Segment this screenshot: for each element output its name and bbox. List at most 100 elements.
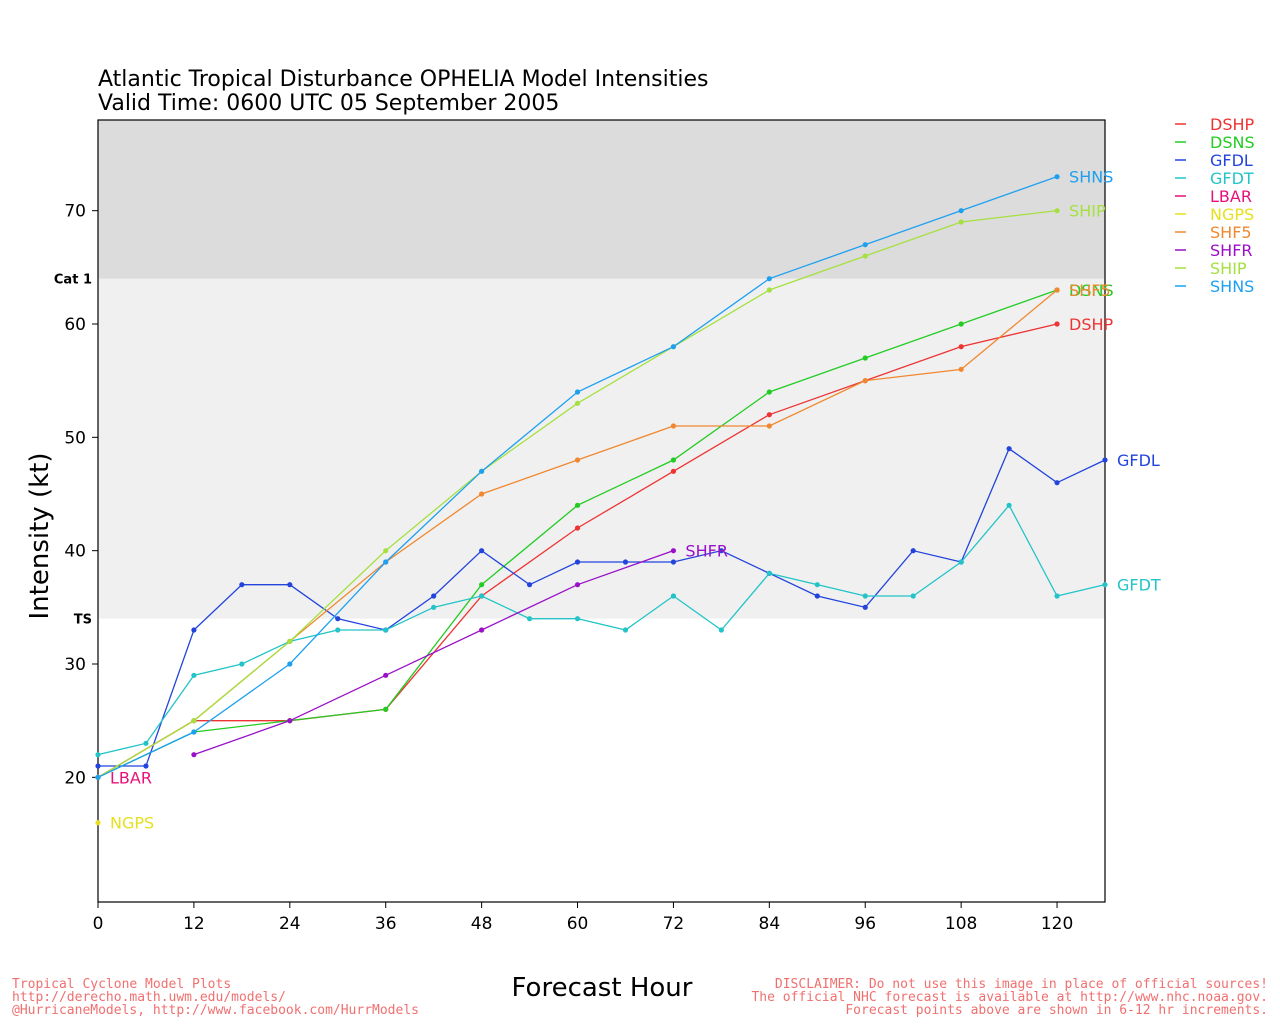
y-tick-label: 30 <box>64 655 86 675</box>
data-point-dshp <box>1054 321 1060 327</box>
data-point-gfdt <box>670 593 677 599</box>
legend-entry-shfr: SHFR <box>1210 241 1253 260</box>
data-point-shf5 <box>958 366 964 372</box>
plot-frame <box>97 119 1106 903</box>
series-lines <box>95 174 1108 826</box>
data-point-shfr <box>574 582 581 588</box>
data-point-gfdt <box>191 672 197 678</box>
data-point-shns <box>670 344 677 350</box>
data-point-ship <box>1054 208 1060 214</box>
x-tick-label: 84 <box>759 914 781 934</box>
legend-entry-shns: SHNS <box>1210 277 1254 296</box>
data-point-ngps <box>95 820 101 826</box>
legend-entry-gfdt: GFDT <box>1210 169 1254 188</box>
x-tick-label: 120 <box>1041 914 1073 934</box>
y-tick-label: 70 <box>64 202 86 222</box>
data-point-shfr <box>191 752 197 758</box>
end-label-dshp: DSHP <box>1069 315 1114 334</box>
data-point-gfdl <box>622 559 629 565</box>
legend-entry-lbar: LBAR <box>1210 187 1252 206</box>
data-point-shfr <box>287 718 293 724</box>
legend-entry-gfdl: GFDL <box>1210 151 1253 170</box>
data-point-gfdt <box>95 752 101 758</box>
series-line-gfdl <box>98 447 1106 767</box>
band-label-ts: TS <box>74 613 92 628</box>
data-point-gfdl <box>670 559 677 565</box>
x-tick-label: 108 <box>945 914 977 934</box>
data-point-shf5 <box>1054 287 1060 293</box>
chart-subtitle: Valid Time: 0600 UTC 05 September 2005 <box>98 91 559 116</box>
end-label-ngps: NGPS <box>110 814 154 833</box>
series-shns <box>95 174 1060 780</box>
data-point-gfdl <box>718 548 724 554</box>
data-point-ship <box>766 287 772 293</box>
data-point-gfdl <box>287 582 293 588</box>
data-point-gfdt <box>1054 593 1060 599</box>
footer-right-line1: DISCLAIMER: Do not use this image in pla… <box>775 977 1268 992</box>
data-point-shf5 <box>574 457 581 463</box>
end-label-gfdl: GFDL <box>1117 451 1160 470</box>
x-tick-label: 12 <box>183 914 205 934</box>
data-point-shns <box>1054 174 1060 180</box>
data-point-ship <box>287 638 293 644</box>
data-point-gfdl <box>143 763 149 769</box>
data-point-gfdt <box>574 616 581 622</box>
footer-left-line2: http://derecho.math.uwm.edu/models/ <box>12 990 286 1005</box>
data-point-gfdt <box>766 570 772 576</box>
end-label-ship: SHIP <box>1069 202 1106 221</box>
data-point-dshp <box>670 468 677 474</box>
y-tick-label: 60 <box>64 315 86 335</box>
data-point-gfdt <box>479 593 485 599</box>
data-point-shf5 <box>862 378 868 384</box>
end-label-gfdt: GFDT <box>1117 576 1161 595</box>
data-point-shns <box>574 389 581 395</box>
data-point-gfdt <box>1006 502 1012 508</box>
data-point-gfdt <box>958 559 964 565</box>
data-point-gfdl <box>574 559 581 565</box>
x-tick-label: 0 <box>93 914 104 934</box>
data-point-dsns <box>670 457 677 463</box>
data-point-ship <box>383 548 389 554</box>
data-point-gfdt <box>862 593 868 599</box>
data-point-shns <box>766 276 772 282</box>
data-point-gfdl <box>95 763 101 769</box>
data-point-gfdt <box>910 593 916 599</box>
intensity-bands <box>98 120 1105 619</box>
data-point-gfdl <box>862 604 868 610</box>
x-tick-label: 60 <box>567 914 589 934</box>
data-point-dsns <box>862 355 868 361</box>
x-tick-label: 36 <box>375 914 397 934</box>
series-line-gfdt <box>97 504 1106 756</box>
series-ship <box>95 208 1060 780</box>
data-point-shfr <box>479 627 485 633</box>
end-label-shf5: SHF5 <box>1069 281 1111 300</box>
band-cat-1 <box>98 120 1105 279</box>
data-point-dsns <box>574 502 581 508</box>
data-point-dsns <box>958 321 964 327</box>
series-ngps <box>95 820 101 826</box>
legend-entry-dshp: DSHP <box>1210 115 1255 134</box>
series-shfr <box>191 548 677 758</box>
footer-right-line2: The official NHC forecast is available a… <box>751 990 1268 1005</box>
data-point-ship <box>958 219 964 225</box>
data-point-gfdl <box>1102 457 1108 463</box>
x-tick-label: 96 <box>854 914 876 934</box>
chart-title: Atlantic Tropical Disturbance OPHELIA Mo… <box>98 67 709 92</box>
data-point-shfr <box>670 548 677 554</box>
y-axis-label: Intensity (kt) <box>25 453 55 620</box>
data-point-gfdt <box>1102 582 1108 588</box>
data-point-gfdl <box>239 582 245 588</box>
data-point-ship <box>574 400 581 406</box>
data-point-gfdt <box>431 604 437 610</box>
band-label-cat-1: Cat 1 <box>54 273 92 288</box>
x-tick-label: 72 <box>663 914 685 934</box>
data-point-gfdl <box>1006 446 1012 452</box>
footer-left-line3: @HurricaneModels, http://www.facebook.co… <box>12 1003 419 1018</box>
y-tick-label: 50 <box>64 428 86 448</box>
footer-right-line3: Forecast points above are shown in 6-12 … <box>845 1003 1268 1018</box>
data-point-shns <box>287 661 293 667</box>
end-label-lbar: LBAR <box>110 768 152 787</box>
data-point-shns <box>862 242 868 248</box>
data-point-shf5 <box>479 491 485 497</box>
